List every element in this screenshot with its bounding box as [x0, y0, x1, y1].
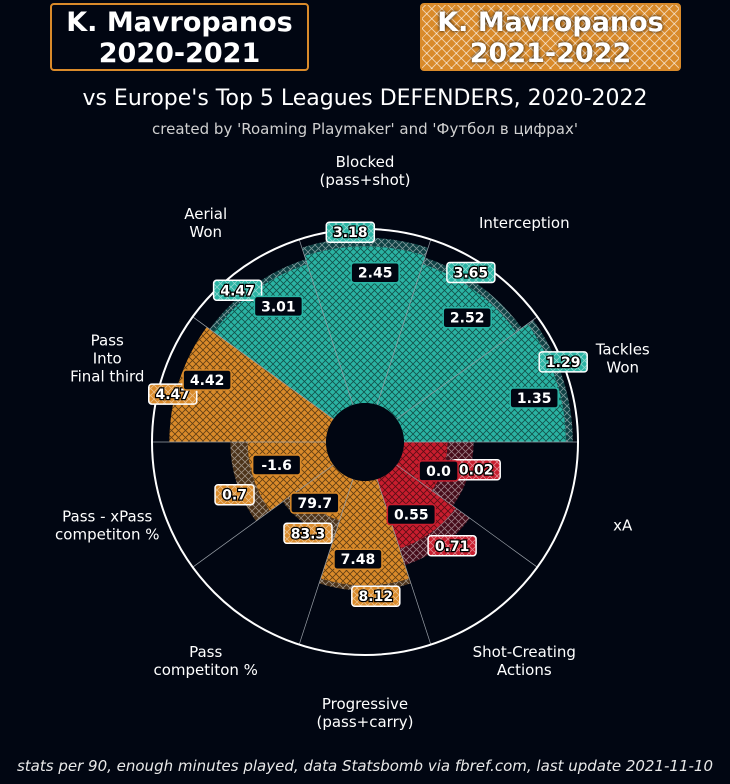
svg-text:0.71: 0.71 — [435, 539, 470, 555]
bar-2020-texture-aerial-won — [213, 264, 353, 420]
credit-line: created by 'Roaming Playmaker' and 'Футб… — [152, 120, 578, 138]
value-label-2020-pass-competiton: 79.7 — [290, 492, 340, 514]
value-label-2021-xa: 0.02 — [451, 458, 501, 481]
svg-text:1.35: 1.35 — [517, 391, 552, 407]
svg-text:0.7: 0.7 — [222, 488, 247, 504]
category-label-xa: xA — [613, 517, 633, 535]
category-label-shot-creating-actions: Shot-Creating Actions — [473, 643, 576, 679]
value-label-2021-tackles-won: 1.29 — [538, 351, 588, 373]
svg-text:79.7: 79.7 — [298, 496, 333, 512]
bar-2020-texture-blocked-pass-shot — [304, 246, 426, 405]
svg-text:0.02: 0.02 — [459, 463, 494, 479]
footer-note: stats per 90, enough minutes played, dat… — [16, 757, 714, 775]
value-label-2020-pass-xpass-competiton: -1.6 — [251, 454, 302, 476]
svg-text:4.42: 4.42 — [190, 373, 225, 389]
value-label-2020-tackles-won: 1.35 — [509, 387, 559, 409]
left-season: 2020-2021 — [98, 38, 261, 69]
value-label-2021-blocked-pass-shot: 3.18 — [325, 221, 376, 243]
category-label-blocked-pass-shot: Blocked (pass+shot) — [320, 153, 411, 189]
svg-text:0.55: 0.55 — [394, 508, 429, 524]
category-label-aerial-won: Aerial Won — [184, 205, 227, 241]
category-label-interception: Interception — [479, 214, 570, 232]
svg-text:3.18: 3.18 — [333, 225, 368, 241]
svg-text:2.45: 2.45 — [358, 266, 393, 282]
chart-subtitle: vs Europe's Top 5 Leagues DEFENDERS, 202… — [82, 86, 648, 111]
right-season: 2021-2022 — [469, 38, 632, 69]
right-player-name: K. Mavropanos — [437, 7, 664, 38]
value-label-2021-shot-creating-actions: 0.71 — [427, 535, 477, 557]
bar-2020-texture-interception — [377, 264, 517, 420]
bar-2020-texture-tackles-won — [396, 323, 566, 442]
svg-text:3.01: 3.01 — [261, 299, 296, 315]
category-label-progressive-pass-carry: Progressive (pass+carry) — [316, 695, 413, 731]
value-label-2021-progressive-pass-carry: 8.12 — [351, 585, 401, 607]
center-hole — [326, 403, 404, 481]
svg-text:3.65: 3.65 — [454, 265, 489, 281]
season-2020-legend: K. Mavropanos 2020-2021 — [50, 3, 309, 71]
value-label-2020-pass-into-final-third: 4.42 — [182, 369, 232, 391]
svg-text:0.0: 0.0 — [426, 464, 451, 480]
svg-text:83.3: 83.3 — [291, 526, 326, 542]
value-label-2021-pass-competiton: 83.3 — [283, 522, 333, 545]
category-label-tackles-won: Tackles Won — [595, 340, 650, 376]
svg-text:8.12: 8.12 — [359, 589, 394, 605]
svg-text:2.52: 2.52 — [450, 311, 485, 327]
svg-text:-1.6: -1.6 — [261, 458, 292, 474]
value-label-2020-xa: 0.0 — [418, 460, 459, 482]
value-label-2020-blocked-pass-shot: 2.45 — [350, 261, 400, 284]
svg-text:4.47: 4.47 — [155, 387, 190, 403]
value-label-2021-interception: 3.65 — [446, 261, 496, 284]
svg-text:1.29: 1.29 — [546, 355, 581, 371]
category-label-pass-competiton: Pass competiton % — [153, 643, 257, 679]
value-label-2020-interception: 2.52 — [442, 306, 492, 329]
left-player-name: K. Mavropanos — [66, 7, 293, 38]
category-label-pass-into-final-third: Pass Into Final third — [70, 331, 144, 385]
bar-2020-texture-pass-into-final-third — [169, 327, 334, 442]
svg-text:7.48: 7.48 — [341, 552, 376, 568]
value-label-2020-progressive-pass-carry: 7.48 — [333, 548, 383, 570]
value-label-2020-shot-creating-actions: 0.55 — [386, 503, 437, 526]
value-label-2020-aerial-won: 3.01 — [253, 295, 304, 318]
category-label-pass-xpass-competiton: Pass - xPass competiton % — [55, 508, 159, 544]
value-label-2021-aerial-won: 4.47 — [212, 279, 263, 302]
season-2021-legend: K. Mavropanos 2021-2022 — [420, 3, 681, 71]
svg-text:4.47: 4.47 — [220, 283, 255, 299]
value-label-2021-pass-xpass-competiton: 0.7 — [214, 483, 255, 506]
